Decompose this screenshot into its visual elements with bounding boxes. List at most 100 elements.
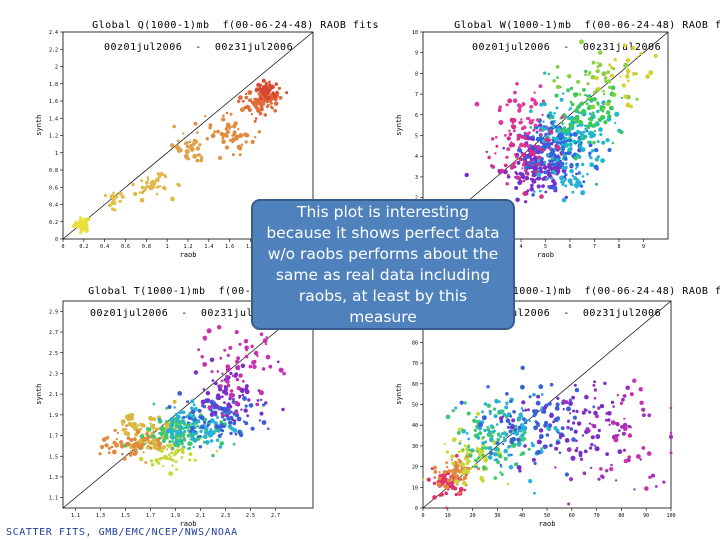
scatter-point bbox=[531, 135, 535, 139]
scatter-point bbox=[267, 427, 270, 430]
scatter-point bbox=[581, 410, 586, 415]
scatter-point bbox=[141, 187, 144, 190]
scatter-point bbox=[494, 152, 497, 155]
scatter-point bbox=[250, 344, 254, 348]
scatter-point bbox=[480, 449, 485, 454]
scatter-point bbox=[120, 419, 126, 424]
scatter-point bbox=[543, 161, 547, 165]
scatter-point bbox=[170, 422, 175, 427]
scatter-point bbox=[621, 431, 626, 436]
scatter-point bbox=[488, 430, 492, 434]
scatter-point bbox=[228, 392, 234, 398]
scatter-point bbox=[533, 98, 537, 103]
scatter-point bbox=[131, 182, 135, 187]
scatter-point bbox=[541, 184, 545, 189]
scatter-point bbox=[571, 190, 575, 194]
scatter-point bbox=[606, 70, 610, 75]
scatter-point bbox=[553, 112, 556, 115]
scatter-point bbox=[168, 471, 174, 476]
scatter-point bbox=[163, 422, 167, 426]
scatter-point bbox=[438, 471, 441, 474]
scatter-point bbox=[216, 129, 220, 134]
scatter-point bbox=[563, 165, 568, 170]
scatter-point bbox=[445, 506, 448, 510]
scatter-point bbox=[524, 421, 528, 424]
scatter-point bbox=[536, 172, 542, 178]
scatter-point bbox=[248, 364, 253, 369]
scatter-point bbox=[517, 108, 522, 113]
scatter-point bbox=[567, 74, 572, 79]
y-tick-label: 1.7 bbox=[49, 434, 58, 440]
callout-text: This plot is interesting because it show… bbox=[266, 202, 500, 326]
scatter-point bbox=[237, 430, 242, 435]
scatter-point bbox=[550, 115, 555, 119]
scatter-point bbox=[112, 440, 117, 445]
x-tick-label: 0.4 bbox=[100, 244, 109, 250]
scatter-point bbox=[190, 426, 195, 431]
scatter-point bbox=[622, 448, 626, 452]
scatter-point bbox=[627, 455, 631, 459]
scatter-point bbox=[555, 84, 561, 90]
scatter-point bbox=[219, 356, 223, 360]
scatter-point bbox=[564, 173, 568, 177]
scatter-point bbox=[467, 445, 471, 448]
scatter-point bbox=[247, 90, 253, 95]
scatter-point bbox=[569, 427, 574, 431]
scatter-point bbox=[121, 423, 125, 426]
scatter-point bbox=[632, 378, 637, 383]
scatter-point bbox=[511, 436, 516, 442]
scatter-point bbox=[592, 90, 596, 94]
scatter-point bbox=[464, 457, 467, 461]
scatter-point bbox=[492, 452, 495, 456]
scatter-point bbox=[202, 388, 206, 391]
scatter-point bbox=[255, 98, 260, 103]
scatter-point bbox=[217, 433, 222, 438]
scatter-point bbox=[567, 178, 573, 184]
panel-w: Global W(1000-1)mb f(00-06-24-48) RAOB f… bbox=[360, 0, 720, 268]
scatter-point bbox=[548, 111, 553, 116]
scatter-point bbox=[589, 162, 595, 168]
scatter-point bbox=[224, 408, 230, 413]
scatter-point bbox=[521, 400, 526, 405]
scatter-plot-t: 1.1 1.3 1.5 1.7 1.9 2.1 2.3 2.5 2.7 1.1 1.3 1.5 1.7 1… bbox=[35, 300, 314, 528]
scatter-point bbox=[574, 448, 579, 453]
y-tick-label: 0.4 bbox=[49, 203, 58, 209]
scatter-point bbox=[139, 427, 143, 431]
scatter-point bbox=[629, 425, 632, 429]
scatter-point bbox=[483, 457, 488, 463]
scatter-point bbox=[275, 90, 279, 94]
scatter-point bbox=[256, 108, 261, 113]
scatter-point bbox=[564, 472, 569, 477]
scatter-point bbox=[235, 377, 240, 382]
scatter-point bbox=[232, 397, 235, 401]
scatter-point bbox=[171, 464, 174, 467]
scatter-point bbox=[447, 469, 452, 473]
scatter-point bbox=[600, 114, 606, 120]
scatter-point bbox=[505, 418, 511, 423]
scatter-point bbox=[180, 436, 184, 440]
scatter-point bbox=[588, 151, 592, 155]
scatter-point bbox=[481, 465, 487, 470]
scatter-point bbox=[268, 80, 271, 84]
scatter-point bbox=[566, 425, 570, 430]
scatter-point bbox=[596, 155, 600, 159]
scatter-point bbox=[575, 409, 579, 413]
scatter-plot-q: 0 0.2 0.4 0.6 0.8 1 1.2 1.4 1.6 1.8 2 2.2 0 0.2 0.4 0.6… bbox=[35, 30, 314, 259]
y-tick-label: 10 bbox=[412, 30, 418, 36]
scatter-point bbox=[500, 473, 504, 476]
scatter-point bbox=[433, 476, 436, 479]
scatter-point bbox=[243, 132, 248, 137]
scatter-point bbox=[243, 105, 247, 110]
scatter-point bbox=[592, 141, 596, 145]
scatter-point bbox=[623, 94, 628, 99]
scatter-point bbox=[253, 97, 256, 101]
y-tick-label: 2 bbox=[55, 65, 58, 71]
scatter-point bbox=[540, 393, 544, 396]
scatter-point bbox=[669, 451, 673, 455]
scatter-point bbox=[127, 413, 132, 419]
scatter-point bbox=[103, 193, 108, 198]
y-tick-label: 1.3 bbox=[49, 475, 58, 481]
scatter-point bbox=[149, 435, 153, 439]
scatter-point bbox=[484, 440, 488, 444]
scatter-point bbox=[595, 182, 598, 186]
